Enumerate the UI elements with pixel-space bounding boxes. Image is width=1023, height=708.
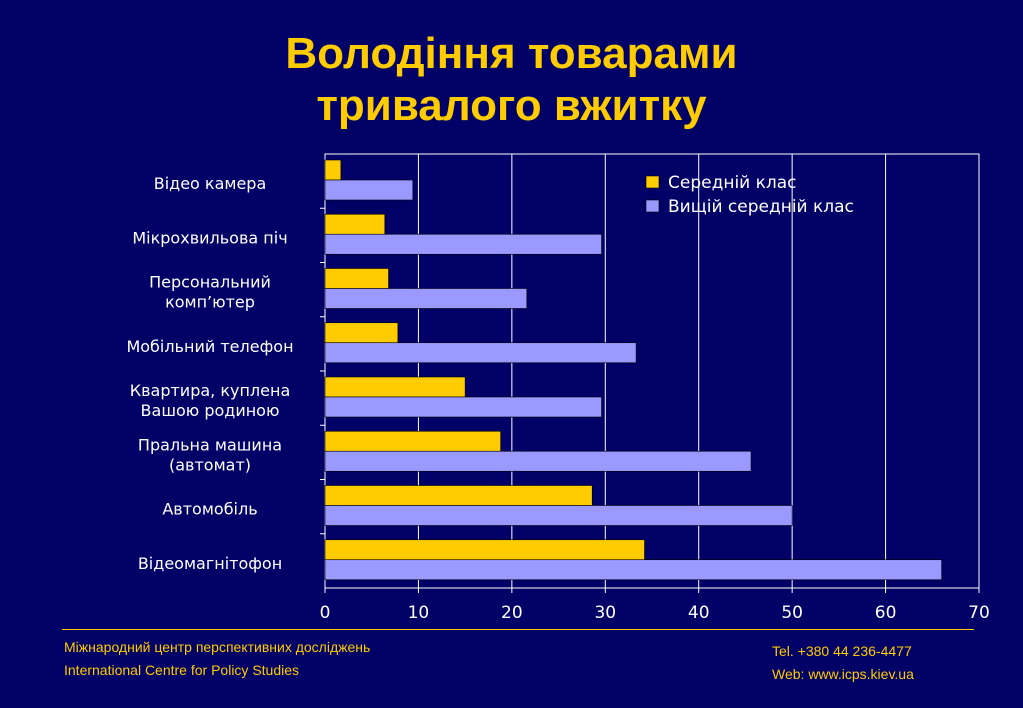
- bar-upper-middle-class: [324, 179, 414, 201]
- x-tick-label: 10: [408, 603, 430, 623]
- legend-label: Середній клас: [668, 173, 797, 193]
- title-line-2: тривалого вжитку: [316, 81, 707, 130]
- bar-upper-middle-class: [324, 559, 942, 581]
- bar-upper-middle-class: [324, 342, 637, 364]
- title-line-1: Володіння товарами: [285, 29, 738, 78]
- footer-contacts: Tel. +380 44 236-4477 Web: www.icps.kiev…: [772, 640, 914, 686]
- bar-middle-class: [324, 159, 342, 181]
- x-tick-label: 20: [501, 603, 523, 623]
- x-tick-label: 70: [968, 603, 990, 623]
- footer-divider: [62, 629, 974, 630]
- category-label: (автомат): [169, 455, 251, 474]
- legend-label: Вищій середній клас: [668, 197, 854, 217]
- bar-middle-class: [324, 213, 386, 235]
- contact-tel: Tel. +380 44 236-4477: [772, 643, 912, 659]
- contact-web: Web: www.icps.kiev.ua: [772, 666, 914, 682]
- category-label: Відео камера: [154, 174, 267, 193]
- org-name-en: International Centre for Policy Studies: [64, 662, 300, 678]
- bar-upper-middle-class: [324, 288, 528, 309]
- bar-middle-class: [324, 268, 389, 289]
- bar-middle-class: [324, 322, 399, 344]
- category-label: Персональний: [149, 273, 271, 292]
- category-label: Мікрохвильова піч: [132, 228, 287, 247]
- x-tick-label: 30: [594, 603, 616, 623]
- bar-middle-class: [324, 376, 466, 398]
- bar-upper-middle-class: [324, 505, 793, 526]
- org-name-ua: Міжнародний центр перспективних дослідже…: [64, 639, 371, 655]
- bar-upper-middle-class: [324, 450, 752, 472]
- x-tick-label: 60: [875, 603, 897, 623]
- x-tick-label: 40: [688, 603, 710, 623]
- slide-title: Володіння товарами тривалого вжитку: [0, 28, 1023, 132]
- category-label: Автомобіль: [162, 500, 257, 519]
- category-label: Пральна машина: [138, 435, 282, 454]
- bar-middle-class: [324, 539, 645, 561]
- category-label: Квартира, куплена: [130, 381, 291, 400]
- x-tick-label: 0: [320, 603, 331, 623]
- bar-middle-class: [324, 485, 593, 506]
- category-label: комп’ютер: [165, 293, 255, 312]
- legend-swatch: [645, 175, 660, 189]
- bar-upper-middle-class: [324, 396, 602, 418]
- category-label: Мобільний телефон: [126, 337, 293, 356]
- x-tick-label: 50: [781, 603, 803, 623]
- category-label: Відеомагнітофон: [138, 554, 282, 573]
- bar-middle-class: [324, 430, 501, 452]
- category-label: Вашою родиною: [141, 401, 280, 420]
- bar-upper-middle-class: [324, 233, 602, 255]
- legend-swatch: [645, 199, 660, 213]
- footer-organization: Міжнародний центр перспективних дослідже…: [64, 636, 370, 682]
